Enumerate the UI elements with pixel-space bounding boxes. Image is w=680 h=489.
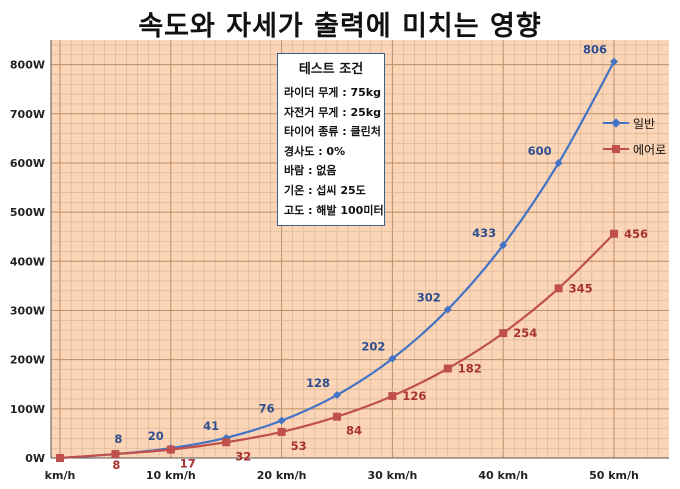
data-point-aero — [111, 450, 120, 459]
data-point-normal — [388, 354, 397, 363]
data-point-aero — [56, 454, 64, 462]
data-label-aero: 53 — [291, 439, 307, 453]
data-label-aero: 126 — [402, 389, 426, 403]
y-tick-label: 100W — [10, 403, 45, 416]
test-conditions-title: 테스트 조건 — [298, 62, 364, 77]
data-point-normal — [443, 305, 452, 314]
data-point-aero — [166, 445, 175, 454]
y-tick-label: 500W — [10, 206, 45, 219]
y-tick-label: 200W — [10, 354, 45, 367]
data-point-aero — [388, 392, 397, 401]
data-label-aero: 182 — [458, 361, 482, 375]
data-label-aero: 8 — [112, 458, 120, 472]
y-tick-label: 0W — [25, 452, 45, 465]
data-label-normal: 41 — [203, 419, 219, 433]
legend-swatch-aero — [603, 144, 629, 154]
data-labels: 8 20 41 76 128 202 302 433 600 806 8 17 32 53 84 126 182… — [112, 43, 648, 472]
series — [56, 57, 618, 462]
data-label-aero: 17 — [180, 457, 196, 471]
data-label-normal: 202 — [361, 340, 385, 354]
y-tick-label: 300W — [10, 304, 45, 317]
y-tick-label: 600W — [10, 157, 45, 170]
data-label-aero: 254 — [513, 326, 537, 340]
data-label-normal: 8 — [114, 432, 122, 446]
data-label-normal: 302 — [417, 290, 441, 304]
data-label-normal: 20 — [148, 429, 164, 443]
data-label-normal: 76 — [259, 402, 275, 416]
data-point-normal — [277, 416, 286, 425]
x-tick-label: 40 km/h — [478, 469, 528, 482]
chart-title: 속도와 자세가 출력에 미치는 영향 — [138, 11, 542, 42]
data-point-aero — [554, 284, 563, 293]
x-tick-label: 10 km/h — [146, 469, 196, 482]
tick-labels: 0W 100W 200W 300W 400W 500W 600W 700W 800W km/h 10… — [10, 59, 639, 482]
y-tick-label: 400W — [10, 255, 45, 268]
data-label-normal: 433 — [472, 226, 496, 240]
data-point-aero — [443, 364, 452, 373]
data-point-normal — [333, 391, 341, 400]
data-label-normal: 128 — [306, 376, 330, 390]
data-label-normal: 600 — [528, 144, 552, 158]
series-line-normal — [59, 61, 615, 460]
condition-grade: 경사도 : 0% — [284, 144, 346, 158]
x-tick-label: 20 km/h — [257, 469, 307, 482]
data-point-normal — [554, 158, 563, 167]
data-label-aero: 32 — [235, 449, 251, 463]
data-point-normal — [610, 57, 618, 66]
legend-label-normal: 일반 — [633, 116, 656, 131]
x-tick-label: 50 km/h — [589, 469, 639, 482]
y-tick-label: 800W — [10, 59, 45, 72]
test-conditions-box: 테스트 조건 라이더 무게 : 75kg 자전거 무게 : 25kg 타이어 종… — [277, 53, 385, 226]
condition-bike-weight: 자전거 무게 : 25kg — [284, 105, 381, 119]
axes — [50, 40, 669, 459]
data-label-normal: 806 — [583, 43, 607, 57]
legend-item-normal: 일반 — [603, 110, 666, 136]
grid-lines — [51, 40, 669, 459]
data-label-aero: 84 — [346, 424, 362, 438]
condition-rider-weight: 라이더 무게 : 75kg — [284, 86, 381, 99]
condition-altitude: 고도 : 해발 100미터 — [284, 203, 384, 217]
x-tick-label: 30 km/h — [368, 469, 418, 482]
legend-swatch-normal — [603, 118, 629, 128]
legend-label-aero: 에어로 — [633, 142, 667, 157]
data-label-aero: 456 — [624, 227, 648, 241]
y-tick-label: 700W — [10, 108, 45, 121]
condition-temperature: 기온 : 섭씨 25도 — [284, 183, 366, 197]
data-point-aero — [610, 229, 618, 238]
data-point-aero — [277, 427, 286, 436]
data-point-aero — [499, 329, 508, 338]
legend: 일반 에어로 — [603, 110, 666, 162]
condition-wind: 바람 : 없음 — [284, 164, 337, 178]
condition-tire-type: 타이어 종류 : 클린처 — [284, 125, 381, 139]
data-point-aero — [222, 438, 231, 447]
data-point-normal — [499, 241, 508, 250]
data-label-aero: 345 — [569, 281, 593, 295]
data-point-aero — [333, 412, 341, 421]
legend-item-aero: 에어로 — [603, 136, 666, 162]
x-tick-label: km/h — [45, 469, 76, 482]
